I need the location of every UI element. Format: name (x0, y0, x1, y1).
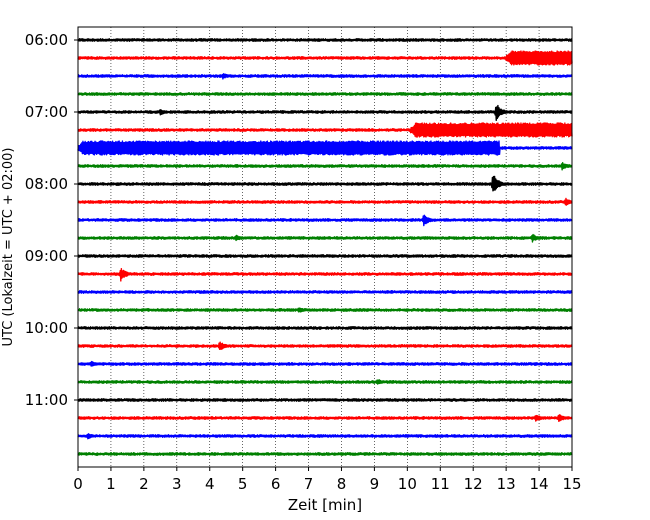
trace-0900 (77, 254, 573, 258)
x-tick-label: 6 (271, 475, 281, 493)
plot-frame (77, 26, 573, 468)
trace-0800 (77, 175, 573, 192)
trace-0615 (77, 50, 573, 66)
y-tick-label: 09:00 (25, 247, 68, 265)
trace-0845 (77, 233, 573, 243)
grid-lines (110, 27, 540, 467)
trace-1145 (77, 452, 573, 456)
trace-1045 (77, 379, 573, 385)
y-tick-label: 06:00 (25, 31, 68, 49)
trace-0700 (77, 104, 573, 122)
x-tick-label: 13 (497, 475, 516, 493)
x-tick-label: 2 (139, 475, 149, 493)
y-axis-ticks: 06:00 07:00 08:00 09:00 10:00 11:00 (25, 31, 78, 409)
x-axis-label: Zeit [min] (288, 496, 362, 514)
trace-0645 (77, 92, 573, 96)
x-tick-label: 3 (172, 475, 182, 493)
x-tick-label: 0 (73, 475, 83, 493)
trace-0830 (77, 214, 573, 227)
trace-1015 (77, 341, 573, 350)
y-tick-label: 08:00 (25, 175, 68, 193)
x-tick-label: 14 (530, 475, 549, 493)
y-tick-label: 07:00 (25, 103, 68, 121)
trace-0730 (77, 140, 573, 156)
trace-0600 (77, 38, 573, 42)
trace-0715 (77, 122, 573, 138)
trace-0930 (77, 290, 573, 294)
x-tick-label: 5 (238, 475, 248, 493)
trace-1030 (77, 360, 573, 367)
x-tick-label: 10 (398, 475, 417, 493)
trace-1130 (77, 433, 573, 440)
trace-0630 (77, 73, 573, 80)
trace-1115 (77, 414, 573, 422)
x-tick-label: 4 (205, 475, 215, 493)
x-tick-label: 7 (304, 475, 314, 493)
y-tick-label: 11:00 (25, 391, 68, 409)
trace-0815 (77, 197, 573, 206)
y-tick-label: 10:00 (25, 319, 68, 337)
trace-0745 (77, 162, 573, 171)
x-tick-label: 9 (370, 475, 380, 493)
x-tick-label: 12 (464, 475, 483, 493)
trace-0945 (77, 307, 573, 313)
x-tick-label: 8 (337, 475, 347, 493)
trace-0915 (77, 267, 573, 282)
x-axis-ticks: 0 1 2 3 4 5 6 7 8 9 10 11 12 13 14 15 (73, 467, 582, 493)
trace-1100 (77, 398, 573, 402)
x-tick-label: 15 (562, 475, 581, 493)
trace-1000 (77, 326, 573, 330)
seismic-traces (77, 38, 573, 456)
x-tick-label: 1 (106, 475, 116, 493)
x-tick-label: 11 (431, 475, 450, 493)
y-axis-label: UTC (Lokalzeit = UTC + 02:00) (1, 148, 16, 347)
